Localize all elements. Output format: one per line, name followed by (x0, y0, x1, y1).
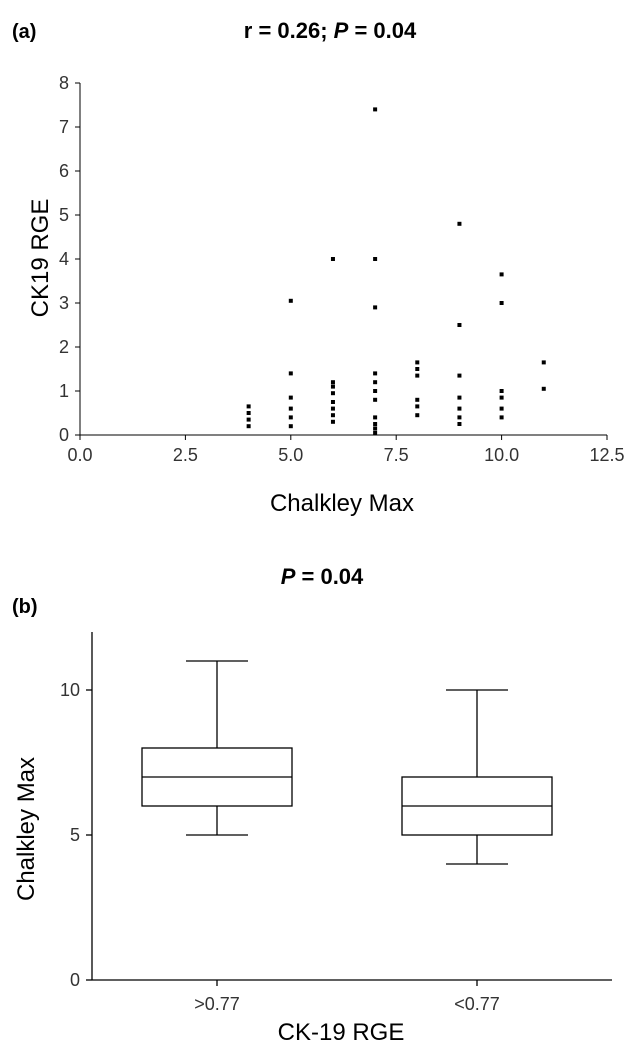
panel-a-data-point (415, 367, 420, 371)
panel-b-title: P = 0.04 (281, 564, 364, 589)
panel-a-data-point (246, 411, 251, 415)
panel-a-y-tick-label: 3 (59, 293, 69, 313)
panel-a-data-point (457, 406, 462, 411)
panel-a-x-tick-label: 5.0 (278, 445, 303, 465)
panel-b-y-tick-label: 10 (60, 680, 80, 700)
panel-a-data-point (288, 395, 293, 400)
panel-a-data-point (330, 257, 335, 261)
panel-a-data-point (373, 415, 378, 420)
panel-a-data-point (499, 272, 504, 277)
panel-a-x-tick-label: 0.0 (67, 445, 92, 465)
panel-a-data-point (541, 360, 546, 365)
panel-a-data-point (541, 386, 546, 391)
panel-a-data-point (457, 221, 462, 226)
panel-a-y-tick-label: 2 (59, 337, 69, 357)
panel-a-y-tick-label: 0 (59, 425, 69, 445)
panel-b-box-2 (401, 689, 553, 865)
panel-a-data-point (330, 391, 335, 396)
panel-b: (b) P = 0.04 0 5 10 >0.77 <0.77 CK-19 RGE Ch… (12, 564, 612, 1046)
panel-a-data-point (288, 298, 293, 303)
panel-a-data-point (457, 422, 462, 426)
panel-a-data-point (373, 107, 378, 112)
panel-a-data-point (246, 417, 251, 422)
panel-a-title-prefix: r = 0.26; (244, 18, 334, 43)
panel-b-y-axis-title: Chalkley Max (13, 757, 40, 901)
panel-a-data-point (288, 371, 293, 376)
panel-a-data-point (499, 389, 504, 393)
panel-a-data-point (415, 360, 420, 365)
panel-b-ticks: 0 5 10 >0.77 <0.77 (60, 680, 500, 1014)
panel-a-label: (a) (12, 21, 36, 43)
panel-a-data-point (457, 373, 462, 378)
panel-a-data-point (373, 305, 378, 310)
panel-a-data-point (373, 371, 378, 376)
panel-b-x-tick-label: >0.77 (194, 994, 240, 1014)
panel-a-title-suffix: = 0.04 (348, 18, 417, 43)
panel-a-data-point (330, 400, 335, 404)
panel-a-data-point (246, 404, 251, 409)
panel-a-data-point (288, 415, 293, 420)
panel-a-data-point (457, 395, 462, 400)
panel-b-x-tick-label: <0.77 (454, 994, 500, 1014)
panel-a-data-point (330, 413, 335, 418)
panel-a-y-tick-label: 5 (59, 205, 69, 225)
panel-a-data-point (457, 323, 462, 327)
panel-a-y-tick-label: 8 (59, 73, 69, 93)
panel-a-data-point (373, 430, 378, 435)
panel-a-data-point (415, 373, 420, 378)
panel-a-data-point (330, 406, 335, 411)
panel-a-x-axis-title: Chalkley Max (270, 490, 414, 517)
panel-a-data-point (330, 380, 335, 385)
panel-a-data-point (499, 406, 504, 411)
panel-a-data-point (415, 397, 420, 402)
panel-b-boxes (141, 660, 553, 865)
panel-b-title-p: P (281, 564, 296, 589)
panel-a-data-point (373, 397, 378, 402)
panel-a-data-point (373, 422, 378, 426)
panel-a-data-point (246, 424, 251, 429)
panel-a-data-point (415, 413, 420, 418)
panel-b-y-tick-label: 0 (70, 970, 80, 990)
panel-a: (a) r = 0.26; P = 0.04 0 1 2 3 4 5 6 7 8 0.0 2.5 5.… (12, 18, 625, 517)
panel-a-data-point (373, 380, 378, 385)
panel-a-data-point (373, 257, 378, 261)
panel-a-data-point (330, 384, 335, 389)
panel-a-y-tick-label: 6 (59, 161, 69, 181)
panel-a-data-point (373, 389, 378, 393)
panel-b-title-suffix: = 0.04 (295, 564, 364, 589)
panel-a-data-point (457, 415, 462, 420)
panel-a-data-point (499, 415, 504, 420)
panel-b-label: (b) (12, 596, 38, 618)
panel-a-x-tick-label: 7.5 (384, 445, 409, 465)
panel-a-data-point (330, 419, 335, 424)
panel-a-data-point (288, 424, 293, 429)
panel-a-points (246, 107, 546, 435)
panel-a-x-tick-label: 10.0 (484, 445, 519, 465)
panel-b-y-tick-label: 5 (70, 825, 80, 845)
panel-a-data-point (288, 406, 293, 411)
panel-a-title: r = 0.26; P = 0.04 (244, 18, 417, 43)
panel-a-y-tick-label: 7 (59, 117, 69, 137)
panel-b-box-1 (141, 660, 293, 836)
panel-a-axes (79, 83, 607, 436)
panel-a-ticks: 0 1 2 3 4 5 6 7 8 0.0 2.5 5.0 7.5 10.0 12.5 (59, 73, 625, 465)
panel-a-data-point (499, 395, 504, 400)
panel-a-data-point (415, 404, 420, 409)
panel-a-data-point (499, 301, 504, 305)
panel-b-x-axis-title: CK-19 RGE (278, 1019, 405, 1046)
panel-a-y-axis-title: CK19 RGE (27, 199, 54, 318)
panel-a-title-p: P (334, 18, 349, 43)
panel-a-x-tick-label: 2.5 (173, 445, 198, 465)
panel-a-data-point (373, 426, 378, 431)
panel-a-y-tick-label: 4 (59, 249, 69, 269)
panel-a-x-tick-label: 12.5 (589, 445, 624, 465)
panel-a-y-tick-label: 1 (59, 381, 69, 401)
